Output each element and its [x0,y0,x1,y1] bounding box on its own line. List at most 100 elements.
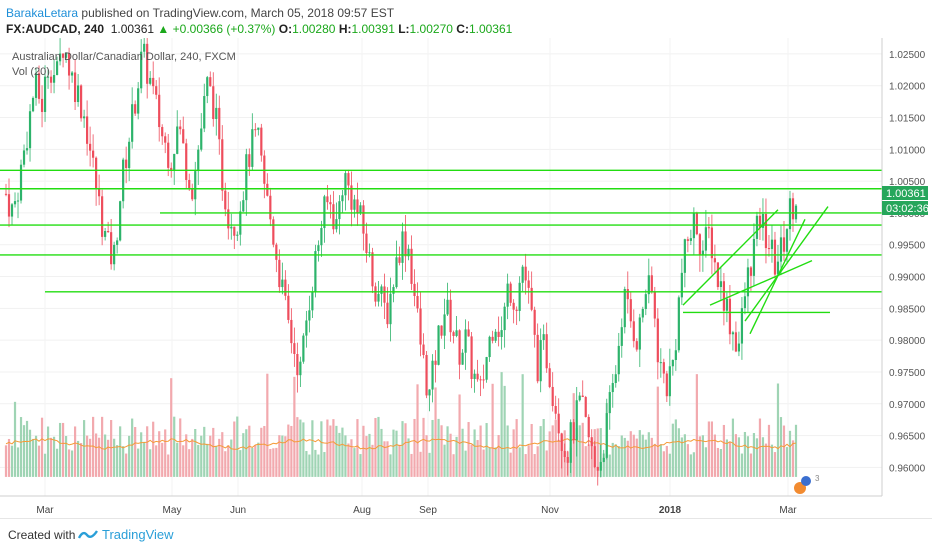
candle-body [602,457,605,462]
event-icons[interactable]: 3 [794,474,820,494]
volume-bar [674,419,677,477]
volume-bar [482,449,485,477]
candle-body [137,88,140,114]
candle-body [407,248,410,257]
price-tick-label: 0.99500 [889,241,926,252]
volume-bar [623,437,626,477]
volume-bar [689,454,692,477]
volume-bar [302,422,305,477]
candle-body [122,159,125,202]
volume-bar [395,430,398,477]
volume-bar [458,394,461,477]
price-axis[interactable]: 1.025001.020001.015001.010001.005001.000… [889,50,926,474]
created-with-label: Created with [8,528,76,542]
volume-bar [380,428,383,477]
candle-body [308,310,311,321]
candle-body [269,195,272,220]
volume-bar [626,440,629,477]
volume-bar [461,428,464,477]
candle-body [116,240,119,245]
volume-bar [248,425,251,477]
candle-body [110,232,113,265]
candle-body [233,226,236,236]
candle-body [716,262,720,288]
volume-bar [608,454,611,477]
volume-bar [494,447,497,477]
candle-body [278,259,281,288]
candle-body [371,252,374,287]
volume-bar [407,438,410,477]
candle-body [521,266,524,283]
volume-bar [398,444,401,477]
chart-header: BarakaLetara published on TradingView.co… [0,0,932,38]
volume-bar [650,437,653,477]
candle-body [311,292,314,311]
candle-body [722,281,726,311]
volume-bar [752,433,756,477]
volume-bar [443,444,446,477]
published-text: published on TradingView.com, March 05, … [81,6,395,20]
volume-bar [299,419,302,477]
low-value: 1.00270 [409,22,453,36]
volume-bar [743,431,747,477]
candle-body [431,360,434,390]
volume-bar [320,421,323,477]
tradingview-brand[interactable]: TradingView [102,527,174,542]
candle-body [641,308,644,318]
volume-bar [58,422,62,477]
time-axis[interactable]: Mar May Jun Aug Sep Nov 2018 Mar [36,505,797,516]
candle-body [16,200,20,202]
candle-body [152,77,155,87]
candle-body [500,330,503,337]
author-link[interactable]: BarakaLetara [6,6,79,20]
grid [0,38,882,496]
candle-body [227,209,230,229]
volume-bar [425,435,428,477]
candle-body [785,229,789,252]
price-chart[interactable]: 1.025001.020001.015001.010001.005001.000… [0,38,932,518]
volume-bar [125,453,128,477]
candle-body [82,116,86,119]
volume-bar [311,420,314,477]
candle-body [776,261,780,275]
candle-body [401,231,404,263]
candle-body [392,287,395,294]
candle-body [731,332,735,335]
candle-body [356,199,359,213]
volume-bar [473,429,476,477]
candle-body [101,196,104,237]
volume-bar [773,452,777,477]
price-tick-label: 1.02000 [889,82,926,93]
candle-body [377,293,380,302]
candle-body [488,336,491,358]
tradingview-logo-icon[interactable] [78,528,98,542]
candle-body [395,257,398,288]
volume-bar [428,452,431,477]
volume-bar [40,417,44,477]
candle-body [692,213,695,239]
candle-body [296,354,299,376]
candle-body [89,143,92,151]
candle-body [128,141,131,169]
candle-body [368,252,371,254]
candle-body [698,234,701,255]
price-tick-label: 0.98500 [889,304,926,315]
time-tick-label: May [163,505,182,516]
candle-body [158,94,161,128]
candle-body [55,61,59,76]
volume-bar [533,454,536,477]
volume-bar [518,447,521,477]
volume-bar [386,441,389,477]
volume-bar [70,450,74,477]
volume-bar [263,426,266,477]
volume-bar [146,426,149,477]
candle-body [257,127,260,130]
candle-body [353,199,356,210]
volume-bar [332,419,335,477]
high-label: H: [338,22,352,36]
candle-body [43,76,47,112]
volume-bar [49,437,53,477]
volume-bar [173,416,176,477]
candle-body [287,295,290,320]
plot-area [0,38,882,496]
